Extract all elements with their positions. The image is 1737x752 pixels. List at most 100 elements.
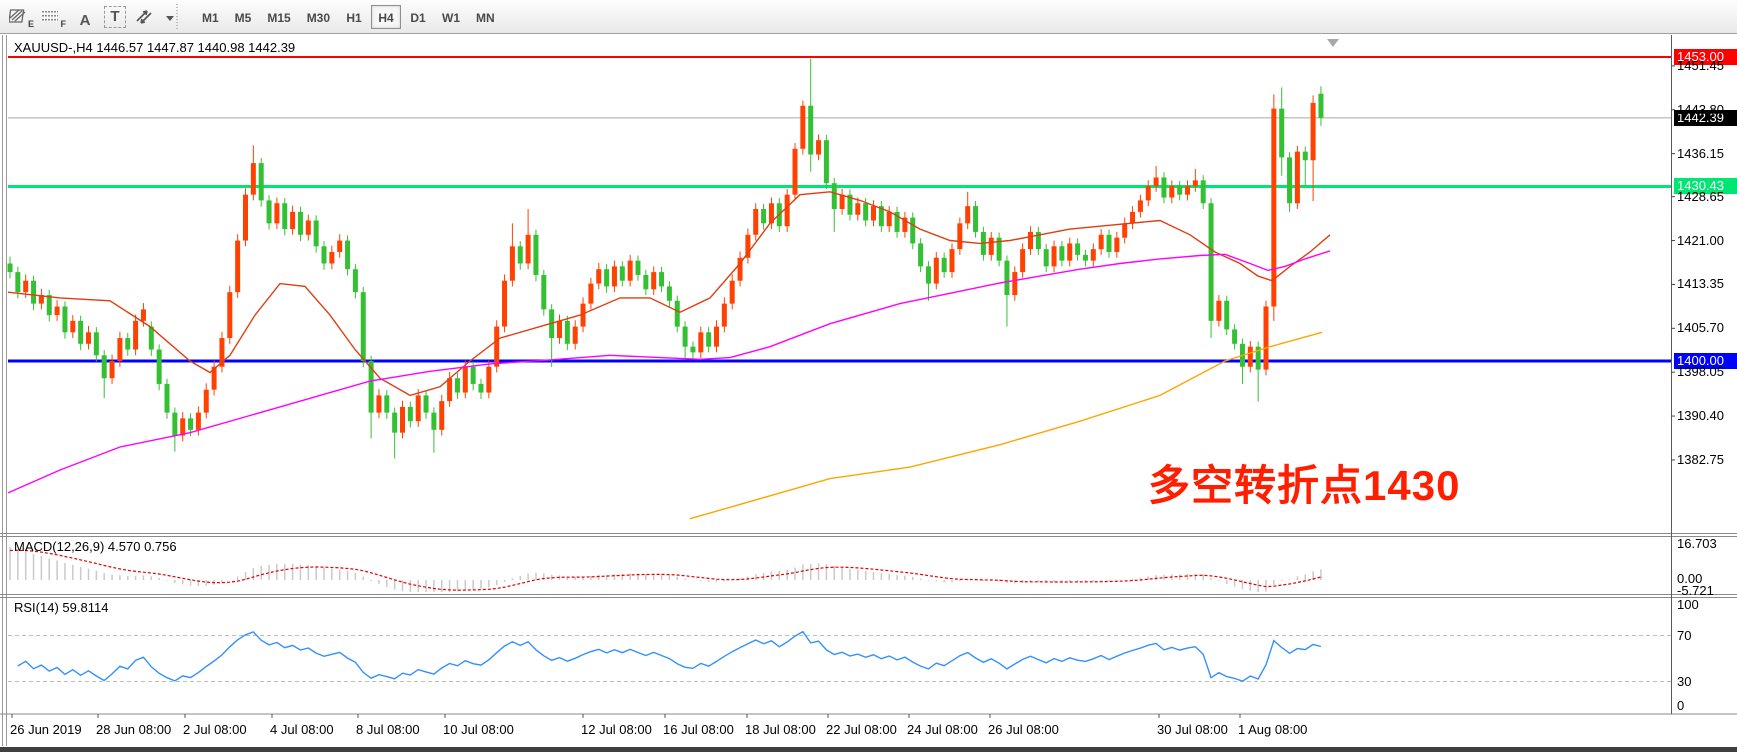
candle-down xyxy=(431,412,437,430)
candle-down xyxy=(1177,186,1183,195)
data-grid-icon[interactable]: F xyxy=(40,5,66,29)
candle-up xyxy=(305,220,311,235)
timeframe-m5-button[interactable]: M5 xyxy=(228,5,259,29)
candle-down xyxy=(1043,249,1049,267)
candle-up xyxy=(1263,306,1269,370)
timeframe-m15-button[interactable]: M15 xyxy=(260,5,297,29)
candle-up xyxy=(329,252,335,264)
candle-up xyxy=(180,418,186,436)
candle-up xyxy=(886,211,892,227)
timeframe-m1-button[interactable]: M1 xyxy=(195,5,226,29)
candle-up xyxy=(651,272,657,290)
candle-down xyxy=(910,217,916,244)
candle-up xyxy=(1090,249,1096,261)
candle-up xyxy=(839,194,845,209)
candle-down xyxy=(635,260,641,275)
candle-down xyxy=(517,246,523,264)
candle-up xyxy=(70,320,76,333)
candle-down xyxy=(533,234,539,275)
candle-up xyxy=(721,303,727,327)
candle-up xyxy=(957,223,963,250)
candle-up xyxy=(1247,346,1253,367)
candle-up xyxy=(580,303,586,327)
candle-up xyxy=(1310,102,1316,161)
icon-sub-label: E xyxy=(27,18,34,29)
toolbar: E F A T xyxy=(0,0,1737,34)
candle-up xyxy=(1294,151,1300,204)
candle-up xyxy=(627,260,633,281)
candle-up xyxy=(1169,186,1175,198)
candle-down xyxy=(863,203,869,221)
timeframe-m30-button[interactable]: M30 xyxy=(300,5,337,29)
candle-down xyxy=(643,274,649,290)
candle-down xyxy=(878,206,884,227)
candle-up xyxy=(250,163,256,195)
candle-up xyxy=(1192,180,1198,187)
candle-down xyxy=(1279,108,1285,158)
candle-down xyxy=(918,243,924,267)
candle-up xyxy=(1122,223,1128,238)
candle-down xyxy=(659,272,665,287)
candle-down xyxy=(941,257,947,273)
candle-down xyxy=(266,200,272,224)
candle-down xyxy=(925,266,931,284)
candle-down xyxy=(1208,203,1214,321)
candle-up xyxy=(337,240,343,253)
candle-down xyxy=(392,412,398,433)
expert-chart-icon[interactable]: E xyxy=(8,5,34,29)
candle-up xyxy=(1012,272,1018,296)
candle-down xyxy=(564,320,570,344)
candle-up xyxy=(753,208,759,235)
candle-up xyxy=(195,412,201,430)
timeframe-d1-button[interactable]: D1 xyxy=(403,5,433,29)
timeframe-h4-button[interactable]: H4 xyxy=(371,4,402,29)
candle-down xyxy=(93,332,99,356)
candle-up xyxy=(737,257,743,281)
candle-down xyxy=(1075,243,1081,255)
candle-up xyxy=(1020,249,1026,273)
icon-sub-label: F xyxy=(60,18,67,29)
ma-mid-line xyxy=(7,250,1331,494)
candle-down xyxy=(1302,151,1308,161)
candle-down xyxy=(407,406,413,422)
candle-down xyxy=(1082,254,1088,261)
timeframe-w1-button[interactable]: W1 xyxy=(435,5,467,29)
candle-down xyxy=(706,332,712,347)
candle-down xyxy=(1224,300,1230,330)
candle-up xyxy=(117,338,123,361)
chart-annotation-text[interactable]: 多空转折点1430 xyxy=(1148,462,1461,509)
candle-down xyxy=(1200,180,1206,204)
timeframe-mn-button[interactable]: MN xyxy=(469,5,502,29)
candle-up xyxy=(290,211,296,230)
candle-down xyxy=(62,306,68,333)
text-label-icon[interactable]: A xyxy=(72,5,98,29)
candle-down xyxy=(15,272,21,293)
timeframe-h1-button[interactable]: H1 xyxy=(339,5,369,29)
candle-down xyxy=(996,237,1002,261)
candle-down xyxy=(666,286,672,301)
candle-up xyxy=(1067,243,1073,261)
chart-shift-marker-icon xyxy=(1327,39,1339,47)
candle-up xyxy=(376,395,382,413)
candle-down xyxy=(454,378,460,393)
candle-down xyxy=(148,326,154,350)
textbox-icon[interactable]: T xyxy=(104,5,126,28)
candle-down xyxy=(7,263,13,273)
candle-up xyxy=(38,295,44,304)
candle-up xyxy=(855,203,861,215)
candle-down xyxy=(164,383,170,413)
candle-up xyxy=(227,292,233,339)
sort-arrows-icon[interactable] xyxy=(132,5,174,29)
candle-down xyxy=(258,163,264,201)
candle-up xyxy=(965,206,971,224)
candle-down xyxy=(321,246,327,264)
candle-up xyxy=(415,395,421,422)
candle-down xyxy=(478,383,484,393)
candle-down xyxy=(541,274,547,310)
candle-down xyxy=(690,346,696,353)
letter-a-glyph: A xyxy=(79,11,91,29)
candle-up xyxy=(447,378,453,402)
candle-down xyxy=(823,140,829,184)
letter-t-glyph: T xyxy=(110,8,120,25)
